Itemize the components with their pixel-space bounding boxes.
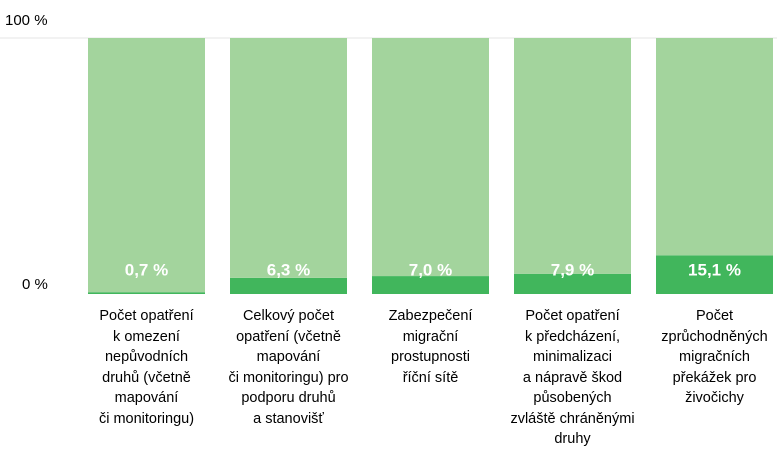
bar-segment xyxy=(514,38,631,274)
x-tick-label: Zabezpečení migrační prostupnosti říční … xyxy=(388,308,473,386)
x-tick-label: Počet zprůchodněných migračních překážek… xyxy=(661,308,768,406)
value-label: 0,7 % xyxy=(125,260,168,279)
value-label: 7,9 % xyxy=(551,260,594,279)
bar-segment xyxy=(372,38,489,277)
x-tick-label: Celkový počet opatření (včetně mapování … xyxy=(228,308,349,427)
bar-segment xyxy=(656,255,773,294)
bar-segment xyxy=(230,277,347,294)
y-tick-label: 100 % xyxy=(5,12,48,29)
value-label: 6,3 % xyxy=(267,260,310,279)
y-tick-label: 0 % xyxy=(22,276,48,293)
bar-segment xyxy=(514,273,631,294)
bar-segment xyxy=(88,292,205,294)
bar-segment xyxy=(88,38,205,293)
x-tick-label: Počet opatření k omezení nepůvodních dru… xyxy=(98,308,195,427)
x-tick-label: Počet opatření k předcházení, minimaliza… xyxy=(510,308,635,447)
bar-segment xyxy=(230,38,347,278)
bar-segment xyxy=(656,38,773,256)
bar-segment xyxy=(372,276,489,294)
value-label: 7,0 % xyxy=(409,260,452,279)
value-label: 15,1 % xyxy=(688,260,741,279)
